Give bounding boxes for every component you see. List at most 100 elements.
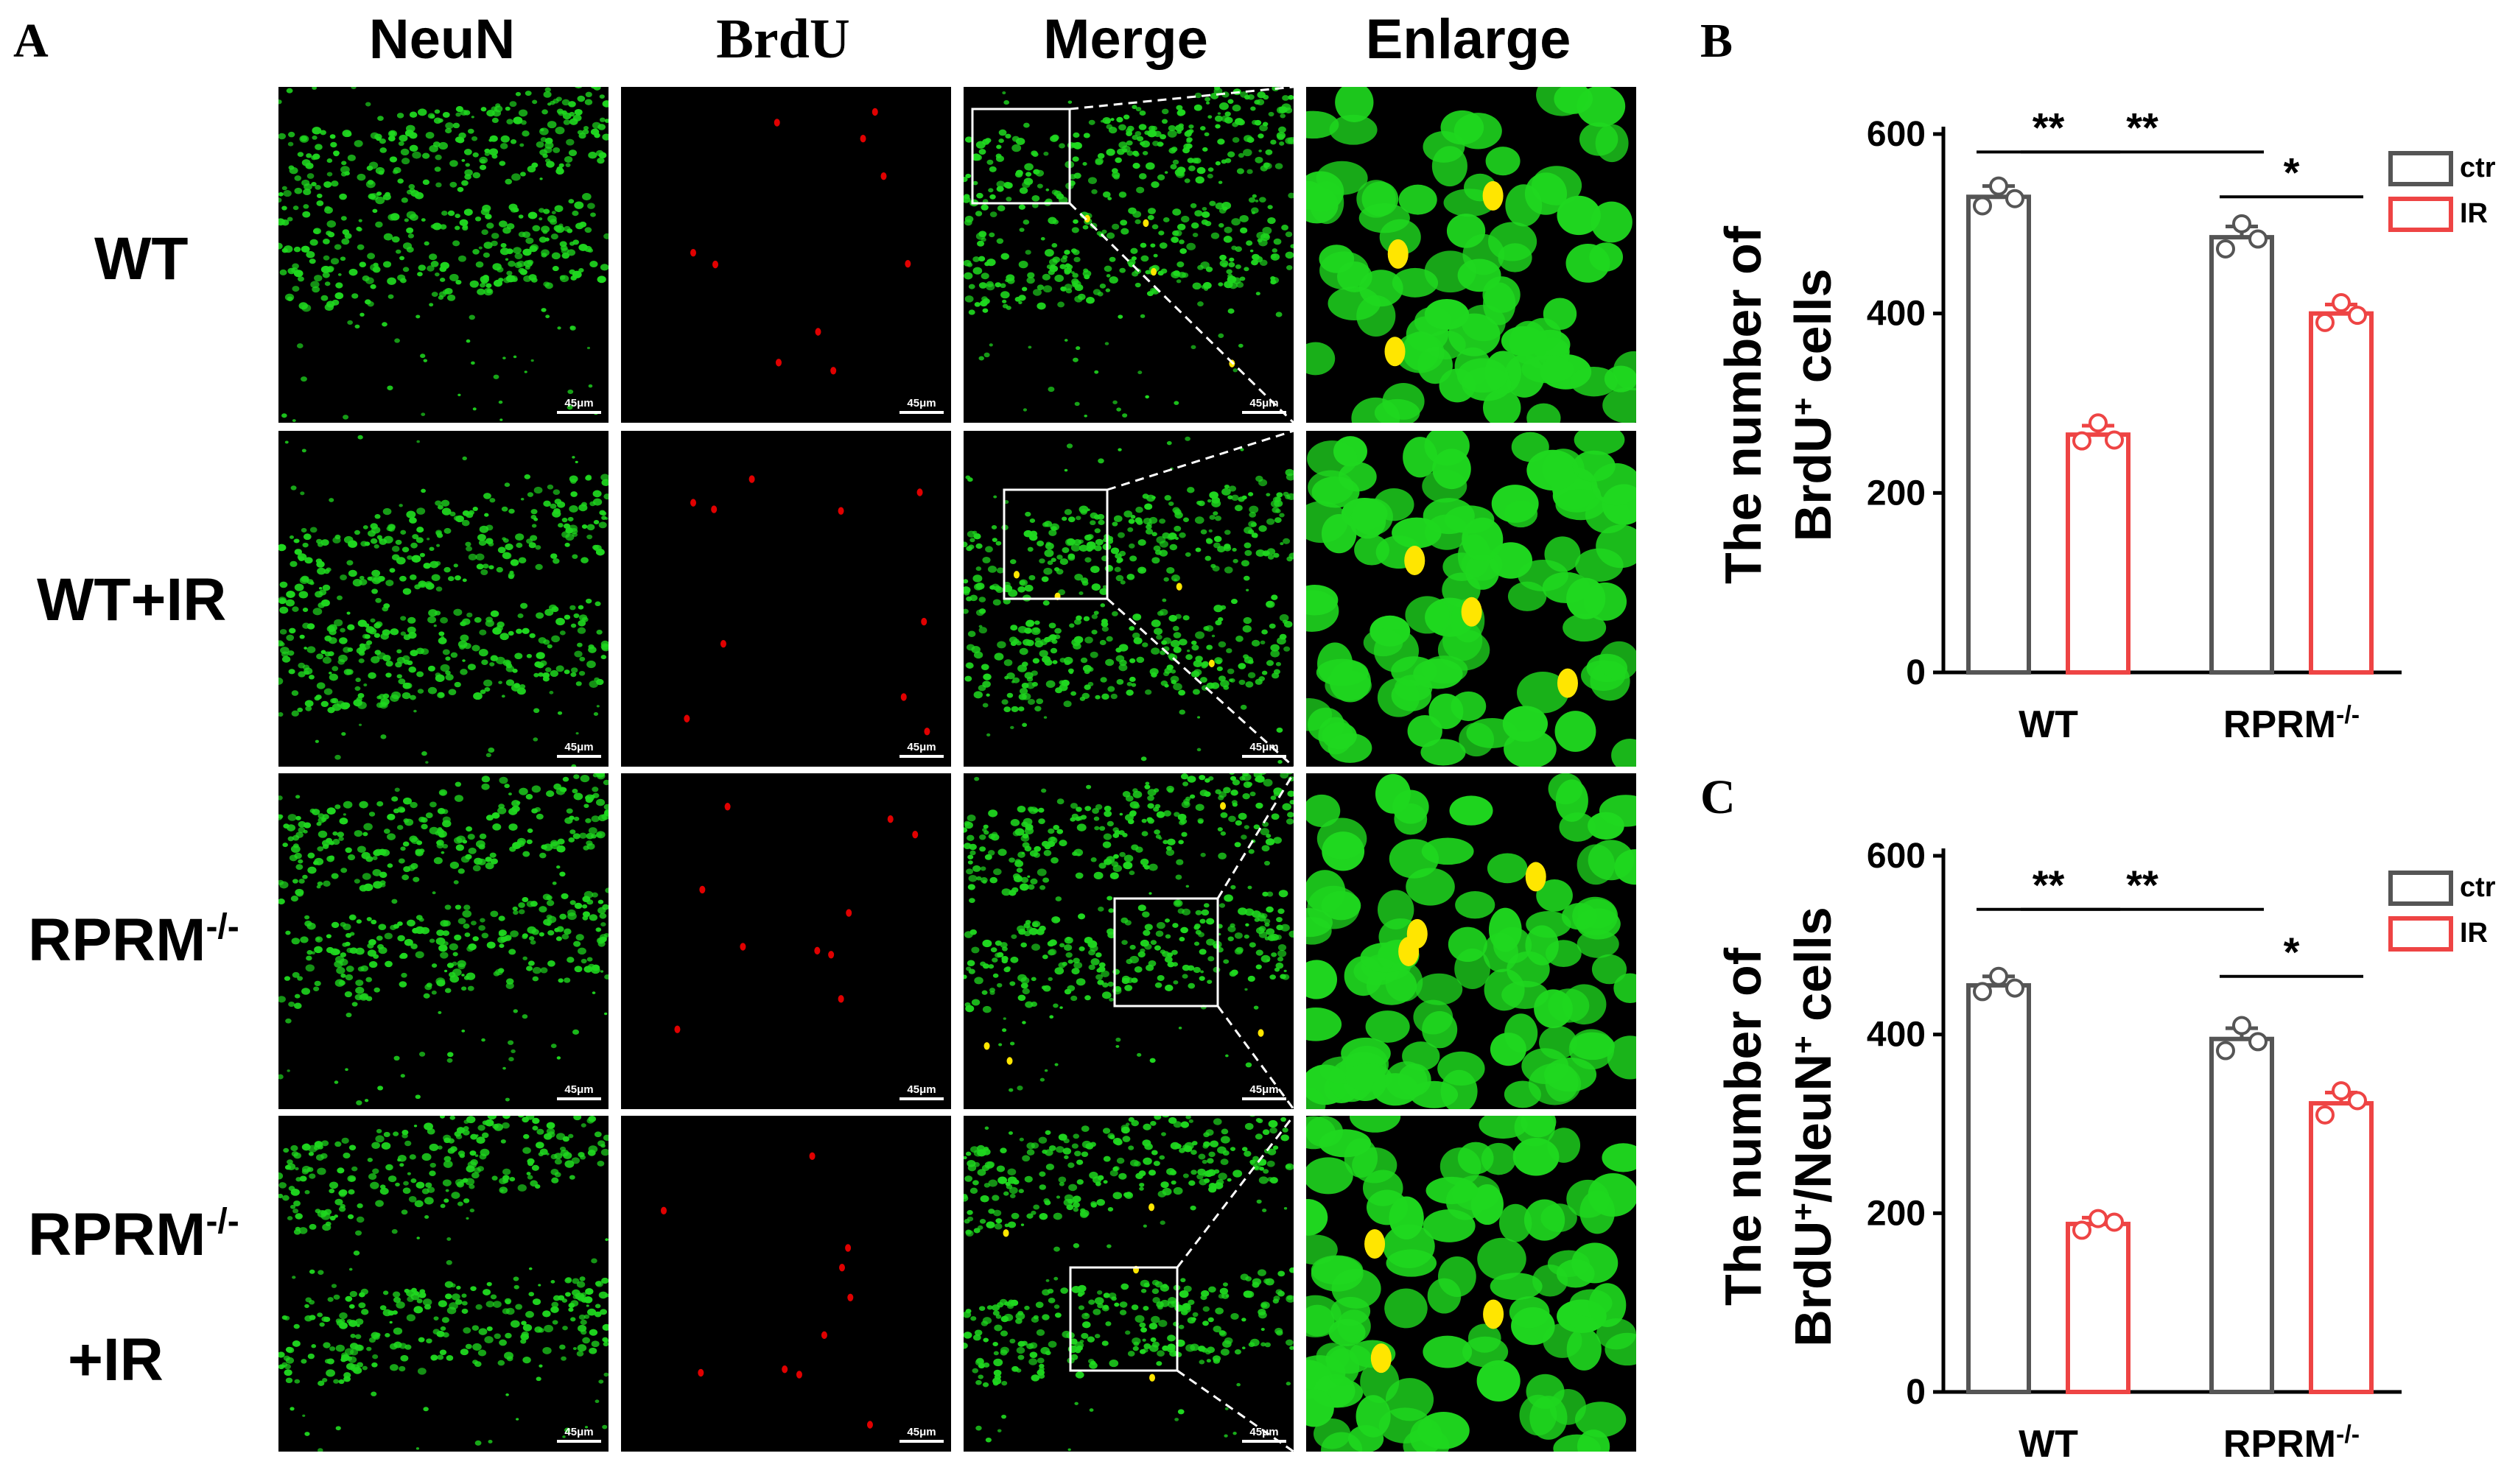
scale-bar: 45μm — [899, 741, 944, 758]
significance-label: * — [2284, 929, 2300, 975]
y-tick-label: 400 — [1867, 1016, 1926, 1055]
scale-bar-line — [1242, 1097, 1286, 1100]
scale-bar-line — [899, 1440, 944, 1443]
brdu-image-row-4: 45μm — [621, 1116, 951, 1452]
bar-rprm-ctr — [2209, 1036, 2274, 1394]
x-tick-label: WT — [2019, 1423, 2078, 1466]
data-point — [2248, 229, 2268, 249]
neun-image-row-3: 45μm — [278, 773, 609, 1109]
panel-letter-b: B — [1700, 14, 1733, 68]
column-header-brdu: BrdU — [716, 8, 850, 70]
neun-image-row-4: 45μm — [278, 1116, 609, 1452]
legend-label-ctr: ctr — [2460, 872, 2496, 903]
y-axis-label-part: + — [1786, 1203, 1820, 1221]
x-tick-label-sup: -/- — [2336, 701, 2360, 729]
y-tick-label: 600 — [1867, 115, 1926, 154]
scale-bar-label: 45μm — [1249, 1426, 1279, 1438]
data-point — [2348, 306, 2367, 326]
y-tick-label: 0 — [1906, 653, 1926, 692]
scale-bar-label: 45μm — [564, 1426, 594, 1438]
enlarge-image-row-1 — [1306, 87, 1636, 423]
enlarge-image-row-4 — [1306, 1116, 1636, 1452]
column-header-neun: NeuN — [368, 8, 516, 71]
bar-wt-ctr — [1966, 194, 2031, 675]
scale-bar-label: 45μm — [564, 397, 594, 409]
chart-b: 0 200 400 600 The number of BrdU+ cells WT RPRM… — [1694, 74, 2497, 766]
data-point — [2332, 293, 2351, 313]
scale-bar: 45μm — [1242, 1426, 1286, 1443]
legend-label-ir: IR — [2460, 198, 2488, 229]
significance-label: ** — [2126, 104, 2158, 150]
data-point — [2248, 1032, 2268, 1052]
x-tick-label-text: RPRM — [2223, 703, 2336, 746]
scale-bar-label: 45μm — [907, 1426, 936, 1438]
scale-bar-label: 45μm — [1249, 1083, 1279, 1096]
bar-rprm-ir — [2309, 1101, 2374, 1394]
chart-c-svg: 0 200 400 600 The number of BrdU+/NeuN+ cells… — [1714, 837, 2496, 1466]
x-tick-label: RPRM-/- — [2223, 701, 2360, 746]
data-point — [2216, 239, 2235, 259]
brdu-image-row-3: 45μm — [621, 773, 951, 1109]
chart-b-svg: 0 200 400 600 The number of BrdU+ cells WT RPRM… — [1714, 104, 2496, 746]
data-point — [2105, 1212, 2124, 1232]
scale-bar: 45μm — [1242, 1083, 1286, 1100]
data-point — [2072, 431, 2091, 451]
row-label-wt-ir: WT+IR — [37, 566, 227, 633]
y-axis-label-line2: BrdU+ cells — [1784, 269, 1842, 542]
scale-bar: 45μm — [557, 1426, 601, 1443]
significance-label: ** — [2033, 104, 2065, 150]
y-axis-label-part: BrdU — [1784, 415, 1842, 541]
panel-letter-c: C — [1700, 770, 1736, 824]
legend-label-ctr: ctr — [2460, 152, 2496, 183]
x-tick-label-text: WT — [2019, 1423, 2078, 1466]
y-axis-label-part: cells — [1784, 269, 1842, 398]
y-axis-label-part: cells — [1784, 907, 1842, 1035]
scale-bar: 45μm — [557, 1083, 601, 1100]
merge-image-row-4: 45μm — [964, 1116, 1294, 1452]
y-tick-label: 600 — [1867, 837, 1926, 876]
scale-bar-label: 45μm — [1249, 397, 1279, 409]
brdu-image-row-2: 45μm — [621, 431, 951, 767]
scale-bar-line — [1242, 755, 1286, 758]
y-tick-label: 0 — [1906, 1373, 1926, 1412]
legend-swatch-ir — [2388, 916, 2453, 952]
y-axis-label-part: /NeuN — [1784, 1054, 1842, 1203]
scale-bar: 45μm — [899, 397, 944, 414]
row-label-wt: WT — [94, 225, 189, 292]
scale-bar: 45μm — [899, 1083, 944, 1100]
data-point — [2315, 312, 2335, 332]
enlarge-image-row-3 — [1306, 773, 1636, 1109]
row-label-rprm: RPRM-/- — [28, 907, 239, 974]
data-point — [2232, 214, 2251, 233]
data-point — [2105, 430, 2124, 450]
y-axis-label-line2: BrdU+/NeuN+ cells — [1784, 907, 1842, 1347]
data-point — [2216, 1041, 2235, 1061]
scale-bar-label: 45μm — [1249, 741, 1279, 753]
data-point — [1973, 982, 1992, 1002]
significance-label: ** — [2033, 862, 2065, 908]
data-point — [2089, 1209, 2108, 1228]
scale-bar-label: 45μm — [907, 1083, 936, 1096]
scale-bar-label: 45μm — [564, 1083, 594, 1096]
scale-bar-line — [899, 755, 944, 758]
data-point — [2315, 1105, 2335, 1125]
merge-image-row-2: 45μm — [964, 431, 1294, 767]
bar-wt-ctr — [1966, 982, 2031, 1394]
neun-image-row-2: 45μm — [278, 431, 609, 767]
scale-bar-line — [1242, 411, 1286, 414]
legend-swatch-ctr — [2388, 871, 2453, 906]
chart-c: 0 200 400 600 The number of BrdU+/NeuN+ cells… — [1694, 803, 2497, 1484]
neun-image-row-1: 45μm — [278, 87, 609, 423]
merge-image-row-3: 45μm — [964, 773, 1294, 1109]
brdu-image-row-1: 45μm — [621, 87, 951, 423]
data-point — [2089, 413, 2108, 433]
bar-rprm-ctr — [2209, 235, 2274, 675]
y-axis-label-line1: The number of — [1714, 947, 1772, 1306]
scale-bar-line — [557, 411, 601, 414]
x-tick-label: RPRM-/- — [2223, 1421, 2360, 1466]
significance-label: * — [2284, 149, 2300, 195]
scale-bar-line — [899, 411, 944, 414]
scale-bar: 45μm — [557, 741, 601, 758]
legend-swatch-ir — [2388, 197, 2453, 232]
y-tick-label: 200 — [1867, 1194, 1926, 1233]
